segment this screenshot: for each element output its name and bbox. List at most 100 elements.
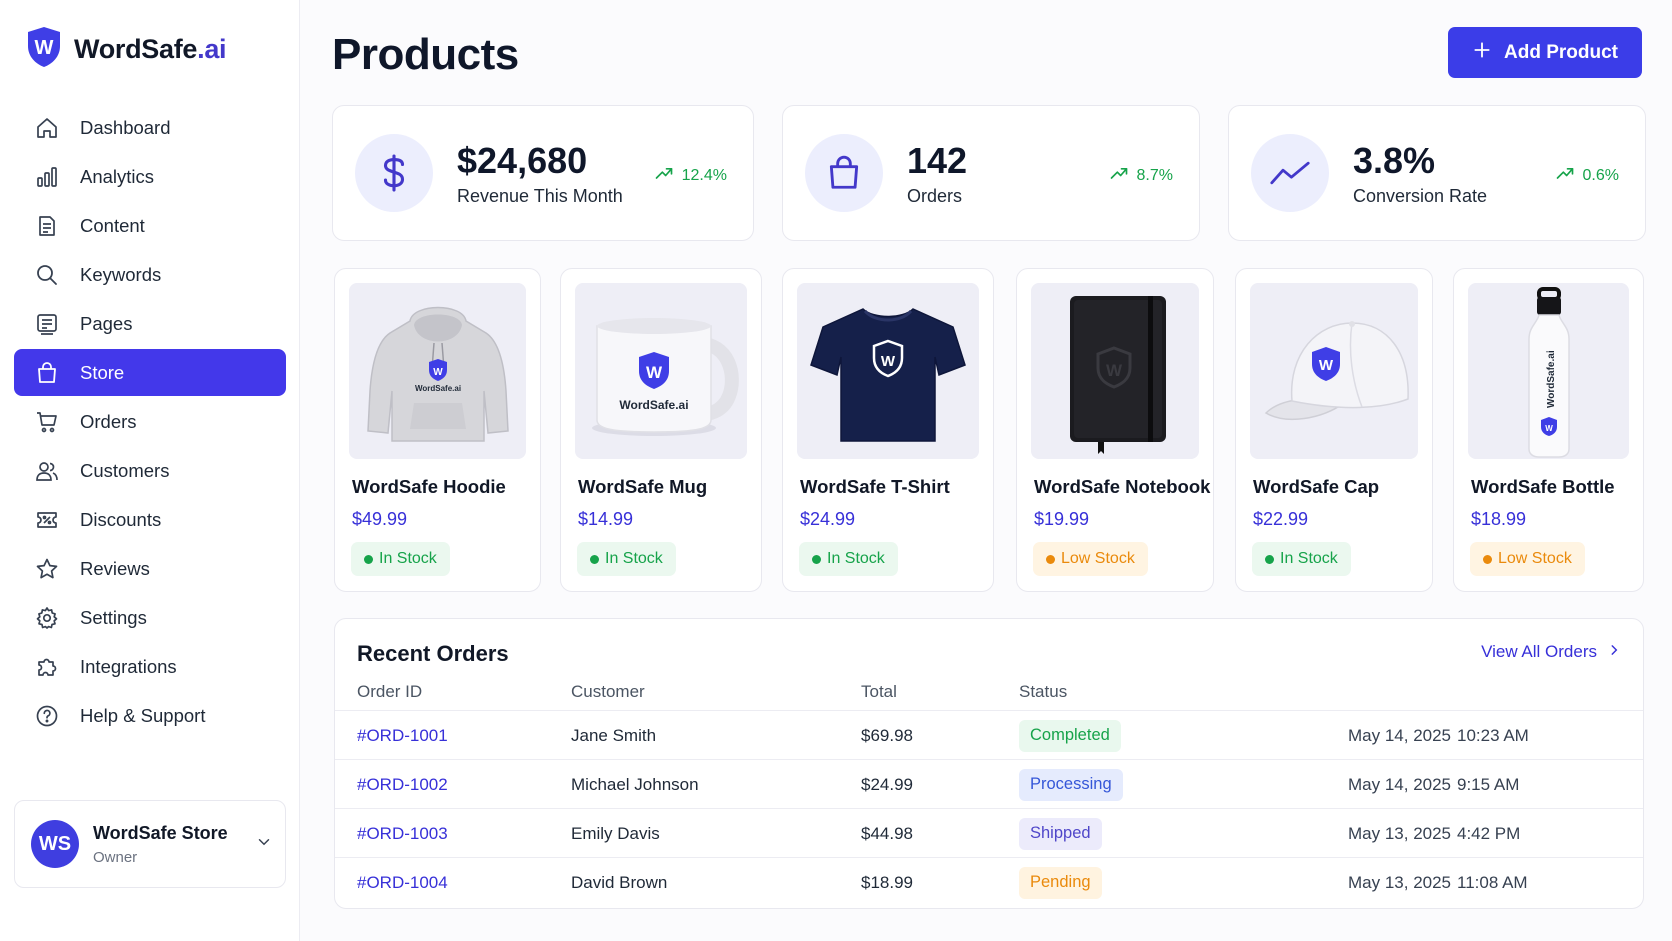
- product-card-hoodie[interactable]: W WordSafe.ai WordSafe Hoodie $49.99 In …: [334, 268, 541, 592]
- trend-up-icon: [1555, 163, 1575, 188]
- shopping-bag-icon: [34, 360, 60, 386]
- stat-trend: 12.4%: [654, 163, 727, 188]
- stock-badge: In Stock: [799, 542, 898, 576]
- sidebar-item-label: Dashboard: [80, 116, 171, 138]
- stat-trend: 0.6%: [1555, 163, 1619, 188]
- bottle-image: WordSafe.ai W: [1468, 283, 1629, 459]
- stock-badge: Low Stock: [1470, 542, 1585, 576]
- chevron-down-icon[interactable]: [255, 833, 273, 856]
- order-time: 11:08 AM: [1457, 872, 1528, 892]
- sidebar-item-settings[interactable]: Settings: [14, 594, 286, 641]
- recent-orders-title: Recent Orders: [357, 641, 509, 666]
- cap-image: W: [1250, 283, 1418, 459]
- column-header-status: Status: [1019, 682, 1068, 701]
- order-customer: Jane Smith: [571, 725, 657, 745]
- order-date: May 13, 2025: [1348, 872, 1452, 892]
- cart-icon: [34, 409, 60, 435]
- view-all-orders-link[interactable]: View All Orders: [1481, 642, 1621, 662]
- trend-up-icon: [654, 163, 674, 188]
- svg-text:W: W: [1318, 357, 1333, 374]
- status-badge: Shipped: [1019, 817, 1102, 850]
- product-price: $49.99: [352, 509, 408, 529]
- table-row[interactable]: #ORD-1004 David Brown $18.99 Pending May…: [335, 857, 1643, 906]
- svg-text:W: W: [433, 367, 443, 378]
- document-icon: [34, 213, 60, 239]
- stat-card-orders: 142 Orders 8.7%: [782, 105, 1200, 241]
- product-card-notebook[interactable]: W WordSafe Notebook $19.99 Low Stock: [1016, 268, 1214, 592]
- order-total: $69.98: [861, 725, 913, 745]
- product-price: $14.99: [578, 509, 634, 529]
- mug-image: W WordSafe.ai: [575, 283, 747, 459]
- sidebar-item-label: Reviews: [80, 557, 150, 579]
- sidebar-item-customers[interactable]: Customers: [14, 447, 286, 494]
- sidebar-item-orders[interactable]: Orders: [14, 398, 286, 445]
- shield-logo-icon: W: [26, 26, 62, 73]
- product-name: WordSafe Bottle: [1471, 476, 1615, 497]
- order-time: 10:23 AM: [1457, 725, 1529, 745]
- order-id-link[interactable]: #ORD-1002: [357, 774, 448, 794]
- sidebar-item-analytics[interactable]: Analytics: [14, 153, 286, 200]
- help-icon: [34, 703, 60, 729]
- order-id-link[interactable]: #ORD-1004: [357, 872, 448, 892]
- sidebar-item-help-support[interactable]: Help & Support: [14, 692, 286, 739]
- sidebar-item-dashboard[interactable]: Dashboard: [14, 104, 286, 151]
- sidebar: W WordSafe.ai Dashboard Analytics Conten…: [0, 0, 300, 941]
- product-card-tshirt[interactable]: W WordSafe T-Shirt $24.99 In Stock: [782, 268, 994, 592]
- sidebar-item-reviews[interactable]: Reviews: [14, 545, 286, 592]
- puzzle-icon: [34, 654, 60, 680]
- svg-text:W: W: [1106, 361, 1123, 380]
- tshirt-image: W: [797, 283, 979, 459]
- product-price: $24.99: [800, 509, 856, 529]
- order-time: 9:15 AM: [1457, 774, 1520, 794]
- brand-name: WordSafe.ai: [74, 34, 227, 64]
- dollar-icon: [355, 134, 433, 212]
- account-switcher[interactable]: WS WordSafe Store Owner: [14, 800, 286, 888]
- product-name: WordSafe T-Shirt: [800, 476, 950, 497]
- page-title: Products: [332, 30, 519, 79]
- sidebar-item-store[interactable]: Store: [14, 349, 286, 396]
- stock-badge: Low Stock: [1033, 542, 1148, 576]
- sidebar-item-content[interactable]: Content: [14, 202, 286, 249]
- chevron-right-icon: [1607, 642, 1621, 662]
- gear-icon: [34, 605, 60, 631]
- table-row[interactable]: #ORD-1002 Michael Johnson $24.99 Process…: [335, 759, 1643, 808]
- product-name: WordSafe Cap: [1253, 476, 1380, 497]
- stat-label: Orders: [907, 186, 963, 206]
- add-product-button[interactable]: Add Product: [1448, 27, 1642, 78]
- table-row[interactable]: #ORD-1001 Jane Smith $69.98 Completed Ma…: [335, 710, 1643, 759]
- sidebar-item-integrations[interactable]: Integrations: [14, 643, 286, 690]
- order-total: $24.99: [861, 774, 913, 794]
- sidebar-item-label: Store: [80, 361, 125, 383]
- product-price: $19.99: [1034, 509, 1090, 529]
- order-customer: David Brown: [571, 872, 668, 892]
- product-name: WordSafe Mug: [578, 476, 708, 497]
- product-card-bottle[interactable]: WordSafe.ai W WordSafe Bottle $18.99 Low…: [1453, 268, 1644, 592]
- order-date: May 14, 2025: [1348, 725, 1452, 745]
- sidebar-item-pages[interactable]: Pages: [14, 300, 286, 347]
- status-badge: Pending: [1019, 866, 1102, 899]
- product-card-cap[interactable]: W WordSafe Cap $22.99 In Stock: [1235, 268, 1433, 592]
- svg-text:W: W: [1545, 424, 1553, 433]
- brand-logo[interactable]: W WordSafe.ai: [26, 26, 227, 73]
- sidebar-item-keywords[interactable]: Keywords: [14, 251, 286, 298]
- order-date: May 13, 2025: [1348, 823, 1452, 843]
- table-row[interactable]: #ORD-1003 Emily Davis $44.98 Shipped May…: [335, 808, 1643, 857]
- order-id-link[interactable]: #ORD-1001: [357, 725, 448, 745]
- order-id-link[interactable]: #ORD-1003: [357, 823, 448, 843]
- shopping-bag-icon: [805, 134, 883, 212]
- sidebar-item-label: Pages: [80, 312, 133, 334]
- stat-card-revenue: $24,680 Revenue This Month 12.4%: [332, 105, 754, 241]
- trend-line-icon: [1251, 134, 1329, 212]
- sidebar-item-discounts[interactable]: Discounts: [14, 496, 286, 543]
- sidebar-item-label: Content: [80, 214, 145, 236]
- avatar: WS: [31, 820, 79, 868]
- sidebar-item-label: Integrations: [80, 655, 177, 677]
- status-badge: Processing: [1019, 768, 1123, 801]
- sidebar-item-label: Settings: [80, 606, 147, 628]
- svg-text:W: W: [881, 353, 896, 370]
- ticket-icon: [34, 507, 60, 533]
- sidebar-item-label: Customers: [80, 459, 170, 481]
- product-card-mug[interactable]: W WordSafe.ai WordSafe Mug $14.99 In Sto…: [560, 268, 762, 592]
- svg-text:WordSafe.ai: WordSafe.ai: [414, 384, 460, 393]
- product-name: WordSafe Hoodie: [352, 476, 506, 497]
